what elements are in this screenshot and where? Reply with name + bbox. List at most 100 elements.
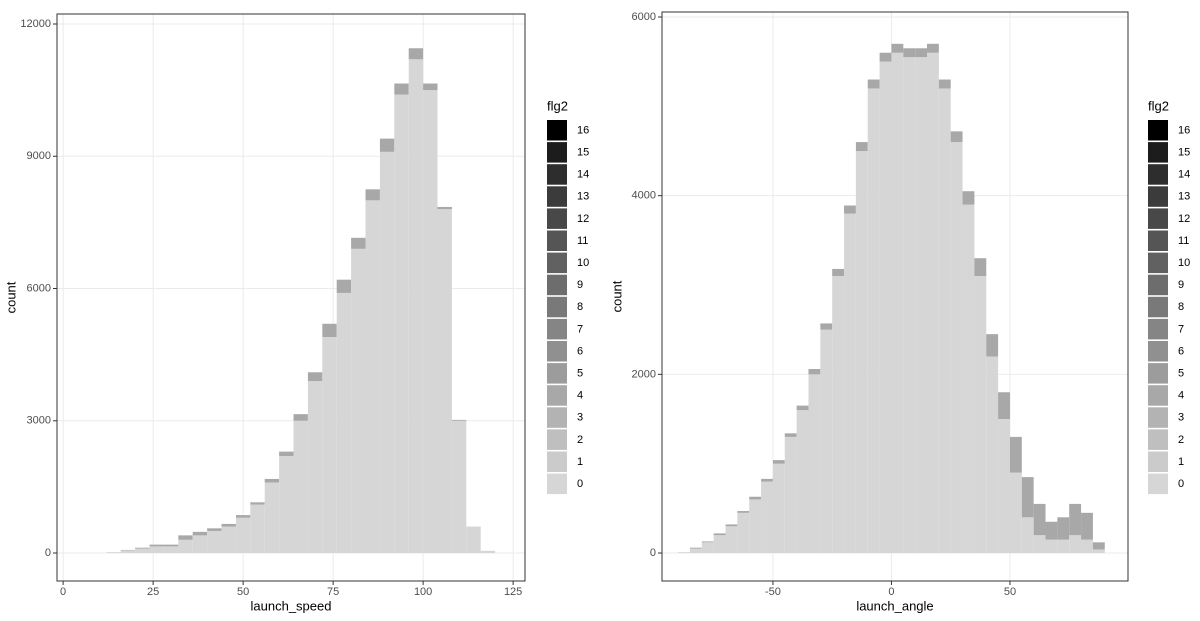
legend-key [547, 274, 567, 296]
histogram-bar [1045, 521, 1058, 540]
histogram-bar [832, 276, 845, 554]
histogram-bar [279, 451, 294, 457]
y-tick-label: 6000 [27, 282, 51, 294]
legend-label: 4 [1178, 390, 1184, 402]
x-tick-label: 50 [237, 586, 249, 598]
histogram-bar [192, 531, 208, 536]
histogram-bar [264, 482, 280, 554]
histogram-bar [915, 48, 927, 58]
histogram-bar [135, 547, 150, 549]
legend-label: 7 [577, 323, 583, 335]
histogram-bar [784, 433, 797, 437]
legend-title: flg2 [1148, 98, 1169, 113]
histogram-bar [394, 94, 409, 554]
legend-key [1148, 230, 1168, 251]
histogram-bar [307, 381, 323, 554]
histogram-bar [962, 204, 975, 554]
histogram-bar [678, 552, 690, 554]
histogram-bar [307, 372, 323, 382]
histogram-bar [832, 268, 845, 277]
legend-label: 2 [577, 434, 583, 446]
legend-label: 16 [577, 124, 589, 136]
legend-label: 1 [577, 456, 583, 468]
histogram-bar [844, 213, 856, 554]
histogram-bar [689, 548, 702, 554]
histogram-bar [379, 151, 395, 554]
legend-key [547, 186, 567, 207]
histogram-bar [451, 420, 467, 554]
legend-key [547, 296, 567, 318]
histogram-bar [772, 463, 785, 554]
histogram-bar [149, 544, 164, 547]
y-tick-label: 0 [650, 547, 656, 559]
y-tick-label: 9000 [27, 150, 51, 162]
legend-label: 6 [1178, 345, 1184, 357]
legend-key [547, 363, 567, 384]
legend-label: 14 [577, 169, 589, 181]
legend-key [547, 318, 567, 340]
histogram-bar [1021, 477, 1034, 518]
legend-key [547, 120, 567, 141]
histogram-bar [106, 552, 121, 554]
histogram-bar [1021, 517, 1034, 554]
y-tick-label: 6000 [632, 11, 656, 23]
histogram-bar [451, 419, 467, 421]
legend-label: 12 [1178, 213, 1190, 225]
histogram-bar [163, 546, 179, 554]
histogram-bar [998, 392, 1010, 420]
legend-key [547, 164, 567, 185]
histogram-bar [365, 200, 380, 554]
legend-key [1148, 363, 1168, 384]
histogram-bar [867, 79, 880, 89]
histogram-bar [1057, 539, 1070, 554]
histogram-bar [437, 206, 452, 210]
y-axis-title: count [609, 280, 624, 312]
legend-label: 16 [1178, 124, 1190, 136]
plot-border [56, 13, 526, 582]
histogram-bar [998, 419, 1010, 554]
x-tick-label: 0 [60, 586, 66, 598]
histogram-bar [379, 138, 395, 152]
histogram-bar [163, 544, 179, 547]
histogram-bar [761, 478, 773, 482]
legend-key [547, 230, 567, 251]
x-tick-label: 50 [1004, 586, 1016, 598]
histogram-bar [1069, 503, 1082, 536]
histogram-bar [713, 533, 726, 536]
histogram-bar [820, 329, 833, 554]
legend-label: 1 [1178, 456, 1184, 468]
histogram-bar [808, 368, 821, 375]
histogram-bar [1033, 503, 1046, 536]
histogram-bar [772, 460, 785, 464]
histogram-bar [784, 436, 797, 554]
x-tick-label: 25 [147, 586, 159, 598]
histogram-bar [1009, 472, 1022, 554]
histogram-bar [713, 535, 726, 554]
histogram-bar [844, 205, 856, 214]
legend-key [1148, 473, 1168, 495]
y-axis-title: count [3, 281, 18, 313]
histogram-bar [423, 90, 438, 554]
legend-label: 11 [1178, 235, 1189, 247]
legend-key [1148, 296, 1168, 318]
histogram-bar [950, 131, 963, 143]
histogram-bar [322, 336, 337, 554]
histogram-bar [891, 52, 904, 554]
histogram-bar [986, 356, 999, 554]
histogram-bar [701, 541, 714, 543]
histogram-bar [689, 547, 702, 549]
legend-label: 9 [577, 279, 583, 291]
histogram-bar [1069, 535, 1082, 554]
x-axis-title: launch_speed [251, 598, 332, 613]
histogram-bar [120, 550, 136, 554]
x-tick-label: -50 [765, 586, 781, 598]
histogram-bar [986, 334, 999, 357]
histogram-bar [235, 517, 251, 554]
histogram-bar [221, 523, 236, 527]
y-tick-label: 4000 [632, 190, 656, 202]
histogram-bar [761, 481, 773, 554]
legend-label: 0 [577, 478, 583, 490]
histogram-bar [1057, 517, 1070, 540]
legend-key [1148, 318, 1168, 340]
histogram-bar [336, 292, 352, 554]
